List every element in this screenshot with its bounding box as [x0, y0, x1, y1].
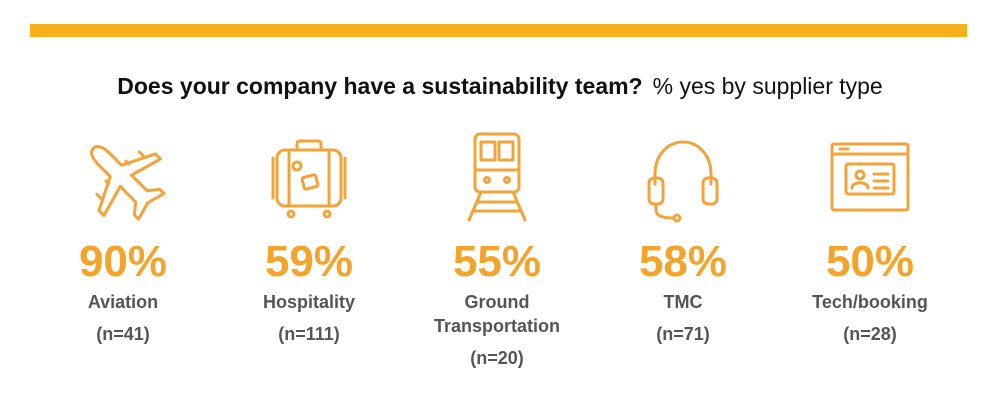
chart-title: Does your company have a sustainability … — [0, 73, 1000, 100]
top-accent-bar — [30, 24, 967, 37]
value-label-ground-transportation: 55% — [452, 237, 542, 286]
title-subtitle: % yes by supplier type — [652, 73, 883, 99]
supplier-column-tech-booking: 50% Tech/booking (n=28) — [775, 128, 965, 346]
sample-size-hospitality: (n=111) — [278, 324, 340, 344]
sample-size-ground-transportation: (n=20) — [470, 348, 524, 368]
category-label-aviation: Aviation — [87, 292, 159, 312]
value-label-hospitality: 59% — [264, 237, 354, 286]
sample-size-aviation: (n=41) — [96, 324, 150, 344]
value-label-tech-booking: 50% — [825, 237, 915, 286]
title-question: Does your company have a sustainability … — [117, 73, 643, 99]
sample-size-tech-booking: (n=28) — [843, 324, 897, 344]
value-label-tmc: 58% — [638, 237, 728, 286]
value-label-aviation: 90% — [78, 237, 168, 286]
headset-icon — [633, 128, 733, 228]
airplane-icon — [73, 128, 173, 228]
supplier-column-aviation: 90% Aviation (n=41) — [28, 128, 218, 346]
supplier-column-tmc: 58% TMC (n=71) — [588, 128, 778, 346]
train-icon — [447, 128, 547, 228]
category-label-tech-booking: Tech/booking — [812, 292, 928, 312]
suitcase-icon — [259, 128, 359, 228]
supplier-column-hospitality: 59% Hospitality (n=111) — [214, 128, 404, 346]
web-browser-icon — [820, 128, 920, 228]
category-label-hospitality: Hospitality — [262, 292, 355, 312]
category-label-ground-transportation: Ground Transportation — [433, 292, 560, 336]
supplier-column-ground-transportation: 55% Ground Transportation (n=20) — [402, 128, 592, 370]
category-label-tmc: TMC — [663, 292, 703, 312]
sample-size-tmc: (n=71) — [656, 324, 710, 344]
